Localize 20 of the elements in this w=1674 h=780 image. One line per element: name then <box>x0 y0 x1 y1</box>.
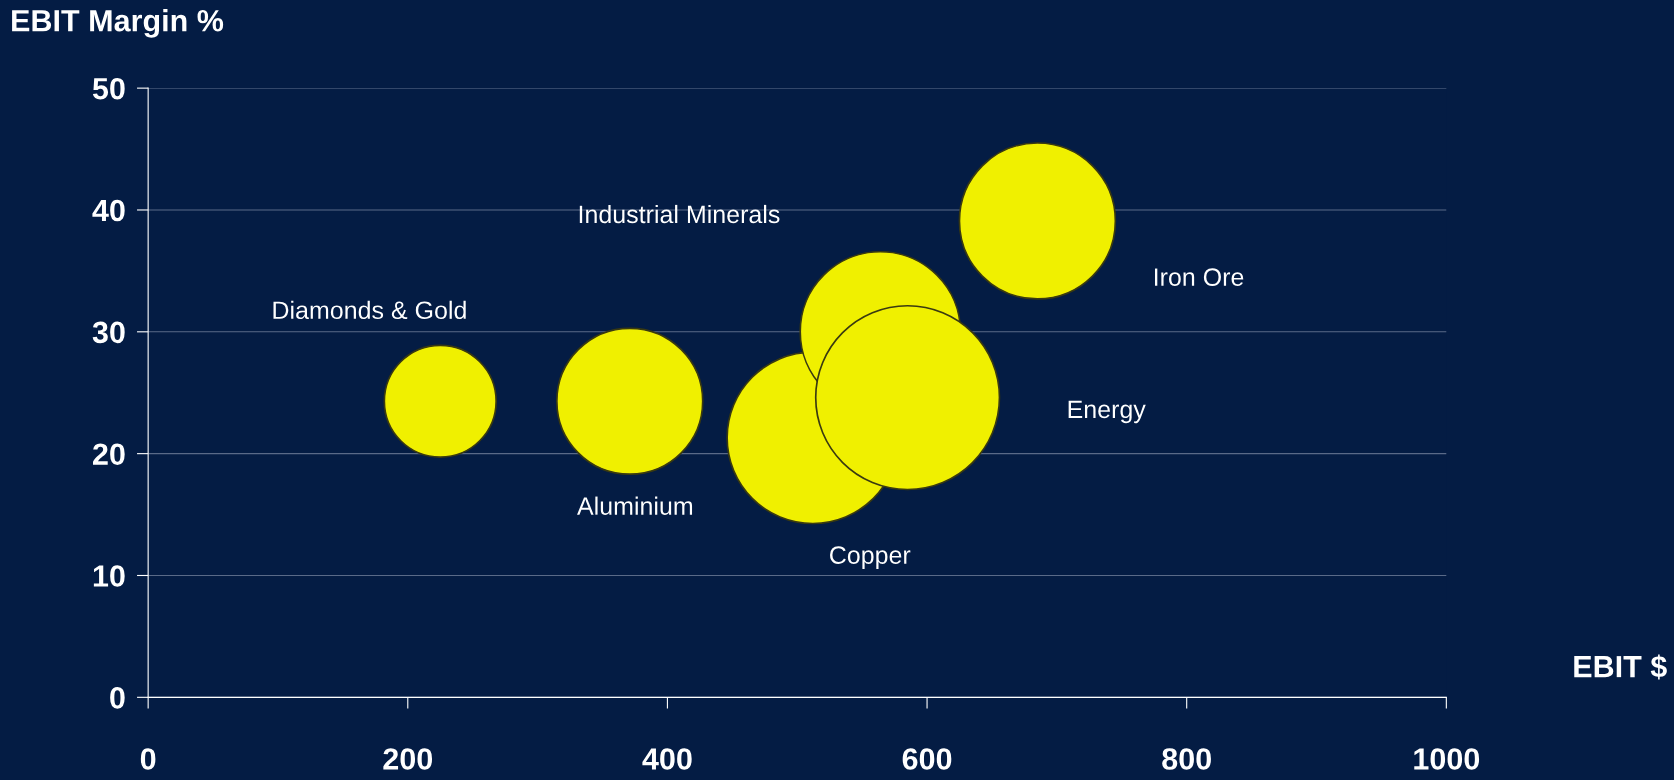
series-label: Copper <box>830 546 911 569</box>
y-tick-label: 10 <box>93 565 125 587</box>
series-label: Aluminium <box>577 496 693 515</box>
x-tick-label: 0 <box>140 748 156 770</box>
y-tick-label: 40 <box>92 199 125 222</box>
x-tick-label: 200 <box>383 748 433 770</box>
x-tick-label: 400 <box>642 748 692 770</box>
text: Energy <box>1068 400 1146 424</box>
y-tick-label: 0 <box>110 687 125 709</box>
y-axis-title: EBIT Margin % <box>12 9 224 38</box>
y-tick-label: 50 <box>92 77 125 100</box>
x-tick-label: 1000 <box>1414 748 1480 770</box>
x-tick-label: 600 <box>902 748 952 770</box>
x-tick-label: 800 <box>1162 748 1211 770</box>
y-tick-label: 30 <box>92 321 125 344</box>
text: Industrial Minerals <box>579 204 780 224</box>
series-label: Iron Ore <box>1154 268 1244 286</box>
y-tick-label: 20 <box>93 443 125 466</box>
series-label: Diamonds & Gold <box>273 300 466 320</box>
x-axis-title: EBIT $ <box>1574 654 1667 680</box>
